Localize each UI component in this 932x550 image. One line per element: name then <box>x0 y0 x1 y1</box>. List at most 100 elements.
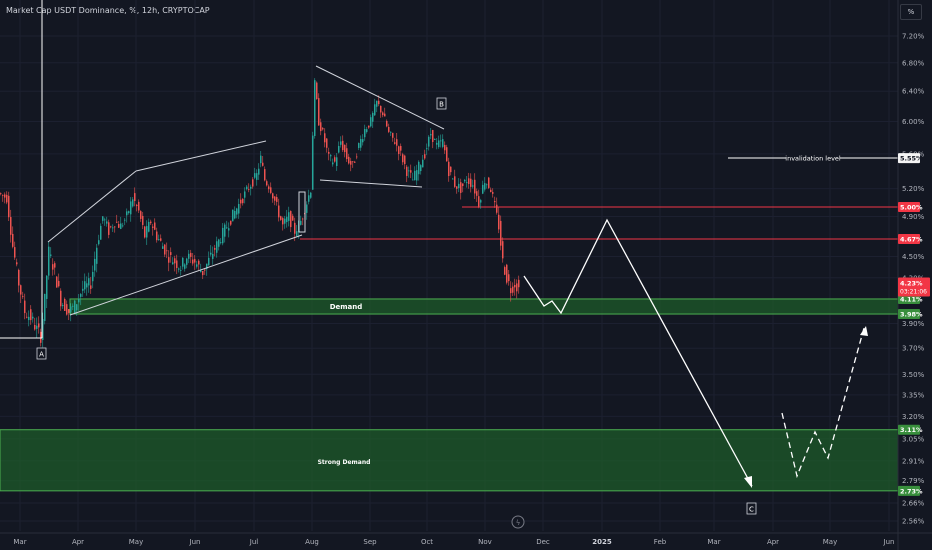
svg-text:4.23%: 4.23% <box>900 279 923 287</box>
candle <box>308 189 310 205</box>
scale-unit-button[interactable]: % <box>900 4 922 20</box>
y-tick-label: 6.80% <box>902 59 925 67</box>
strong-demand-zone-label: Strong Demand <box>318 459 371 466</box>
candle <box>90 276 92 294</box>
y-tick-label: 6.40% <box>902 88 925 96</box>
svg-text:3.11%: 3.11% <box>900 426 923 434</box>
candle <box>300 215 302 226</box>
y-tick-label: 4.50% <box>902 253 925 261</box>
candle <box>58 273 60 288</box>
candle <box>368 125 370 129</box>
candle <box>226 220 228 230</box>
candle <box>442 134 444 149</box>
candle <box>472 179 474 189</box>
candle <box>30 305 32 325</box>
candle <box>336 153 338 171</box>
x-tick-label: Jun <box>883 538 895 546</box>
candle <box>492 188 494 198</box>
candle <box>420 164 422 175</box>
candle <box>0 192 2 196</box>
candle <box>36 317 38 339</box>
candle <box>450 166 452 176</box>
svg-text:5.00%: 5.00% <box>900 204 923 212</box>
candle <box>266 179 268 187</box>
candle <box>322 127 324 131</box>
candle <box>110 225 112 229</box>
candle <box>14 241 16 260</box>
candle <box>388 123 390 134</box>
candle <box>344 144 346 158</box>
candle <box>150 219 152 226</box>
demand-zone <box>69 298 899 315</box>
projection-arrowhead <box>744 476 752 488</box>
svg-text:4.11%: 4.11% <box>900 295 923 303</box>
candle <box>446 144 448 162</box>
candle <box>330 153 332 162</box>
candle <box>334 155 336 163</box>
candle <box>384 107 386 117</box>
y-tick-label: 3.70% <box>902 345 925 353</box>
candle <box>360 135 362 151</box>
x-tick-label: Jul <box>249 538 259 546</box>
candle <box>6 191 8 205</box>
candle <box>184 263 186 272</box>
candle <box>16 258 18 267</box>
candle <box>436 137 438 150</box>
candle <box>158 234 160 241</box>
candle <box>320 118 322 136</box>
candle <box>264 166 266 182</box>
candle <box>356 153 358 160</box>
wave-a-label-box <box>36 347 47 360</box>
candle <box>286 209 288 228</box>
marker-box-1 <box>298 191 306 233</box>
strong-demand-bottom-price-tag: 2.73% <box>898 485 923 496</box>
candle <box>224 222 226 243</box>
candle <box>454 169 456 188</box>
candle <box>64 297 66 311</box>
y-tick-label: 2.91% <box>902 457 925 465</box>
wave-b-label-box <box>436 97 447 110</box>
candle <box>112 224 114 233</box>
svg-text:5.55%: 5.55% <box>900 155 923 163</box>
drawing-layer <box>0 0 898 488</box>
y-tick-label: 2.79% <box>902 477 925 485</box>
candle <box>136 203 138 212</box>
triangle-lower-line <box>319 179 423 188</box>
candle <box>52 258 54 276</box>
candle <box>12 226 14 249</box>
candle <box>342 135 344 153</box>
x-tick-label: Mar <box>707 538 720 546</box>
candle <box>276 194 278 206</box>
y-tick-label: 3.90% <box>902 320 925 328</box>
candle <box>42 312 44 348</box>
candle <box>214 244 216 257</box>
candle <box>106 216 108 227</box>
candle <box>370 114 372 128</box>
demand-zone-label: Demand <box>330 303 363 311</box>
candle <box>456 186 458 194</box>
candle <box>386 119 388 128</box>
candle <box>252 177 254 189</box>
candle <box>316 81 318 100</box>
candle <box>24 293 26 320</box>
candle <box>28 310 30 327</box>
candle <box>400 143 402 156</box>
candle <box>318 93 320 126</box>
candle <box>74 299 76 315</box>
candle <box>502 237 504 263</box>
candle <box>476 188 478 202</box>
candle <box>22 291 24 299</box>
candle <box>162 242 164 249</box>
candle <box>282 216 284 231</box>
candle <box>458 178 460 193</box>
candle <box>362 134 364 146</box>
candle <box>72 303 74 311</box>
candle <box>504 265 506 276</box>
candle <box>350 157 352 172</box>
projection-path-dashed <box>781 327 865 479</box>
candle <box>438 135 440 149</box>
candle <box>466 176 468 188</box>
candle <box>284 215 286 229</box>
candle <box>156 227 158 243</box>
